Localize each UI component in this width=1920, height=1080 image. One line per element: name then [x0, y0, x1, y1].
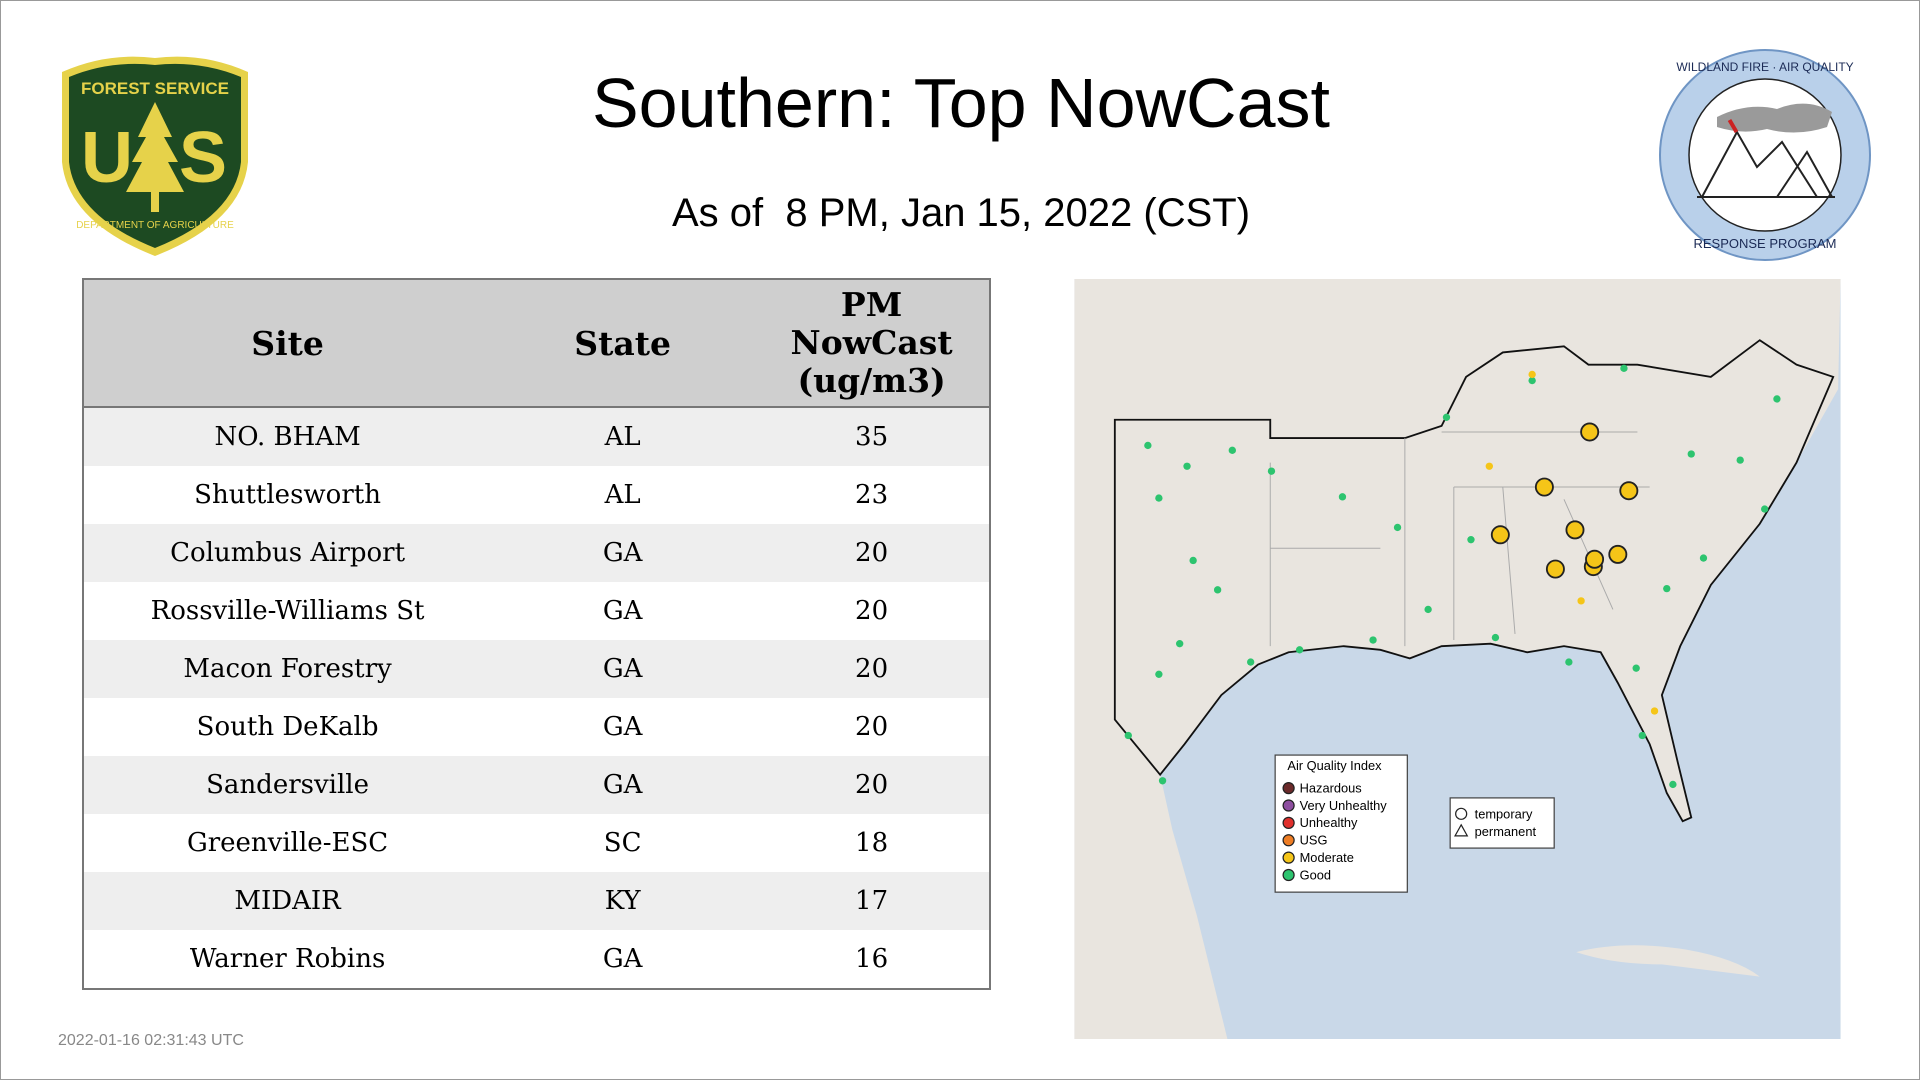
forest-service-logo: FOREST SERVICE U S DEPARTMENT OF AGRICUL… [62, 56, 248, 256]
legend-label: USG [1300, 833, 1328, 848]
legend-label: Moderate [1300, 850, 1354, 865]
table-row: Shuttlesworth AL 23 [83, 466, 990, 524]
table-cell: AL [491, 466, 755, 524]
legend-label: Hazardous [1300, 780, 1362, 795]
table-cell: 18 [754, 814, 990, 872]
logo-text: RESPONSE PROGRAM [1693, 236, 1836, 251]
column-header: Site [83, 279, 492, 408]
table-cell: Macon Forestry [83, 640, 492, 698]
column-header-text: Site [251, 323, 324, 363]
table-cell: 23 [754, 466, 990, 524]
cuba [1576, 945, 1760, 977]
table-cell: NO. BHAM [83, 407, 492, 466]
table-cell: SC [491, 814, 755, 872]
table-cell: GA [491, 640, 755, 698]
site-type-box [1449, 797, 1555, 849]
legend-swatch [1282, 799, 1295, 812]
table-row: NO. BHAM AL 35 [83, 407, 990, 466]
table-cell: 20 [754, 756, 990, 814]
wildland-fire-logo: WILDLAND FIRE · AIR QUALITY RESPONSE PRO… [1659, 49, 1871, 261]
logo-center [1688, 78, 1842, 232]
table-cell: South DeKalb [83, 698, 492, 756]
permanent-symbol [1454, 823, 1469, 837]
table-cell: 20 [754, 524, 990, 582]
table-row: Rossville-Williams St GA 20 [83, 582, 990, 640]
legend-label: Very Unhealthy [1300, 798, 1388, 813]
tree [126, 102, 184, 212]
table-cell: KY [491, 872, 755, 930]
table-cell: 35 [754, 407, 990, 466]
logo-letter: S [179, 118, 227, 198]
legend-box [1274, 754, 1408, 893]
table-cell: MIDAIR [83, 872, 492, 930]
table-row: MIDAIR KY 17 [83, 872, 990, 930]
legend-label: Good [1300, 867, 1331, 882]
legend-swatch [1282, 781, 1295, 795]
table-row: Macon Forestry GA 20 [83, 640, 990, 698]
moderate-sites [1485, 370, 1659, 715]
land [1074, 279, 1841, 1039]
table-cell: GA [491, 582, 755, 640]
table-cell: Greenville-ESC [83, 814, 492, 872]
table-cell: 20 [754, 698, 990, 756]
legend-swatch [1282, 868, 1295, 882]
table-cell: 17 [754, 872, 990, 930]
title: Southern: Top NowCast [591, 64, 1330, 142]
table-cell: Warner Robins [83, 930, 492, 989]
site-type: temporary [1475, 807, 1533, 822]
legend-swatch [1282, 816, 1295, 829]
legend-swatch [1282, 851, 1295, 864]
table-cell: 20 [754, 640, 990, 698]
table-cell: 20 [754, 582, 990, 640]
logo-text: WILDLAND FIRE · AIR QUALITY [1676, 60, 1853, 74]
site-type: permanent [1475, 824, 1537, 839]
smoke [1717, 103, 1832, 133]
timestamp: 2022-01-16 02:31:43 UTC [58, 1032, 244, 1049]
table-cell: Shuttlesworth [83, 466, 492, 524]
good-sites [1124, 364, 1781, 789]
subtitle: As of 8 PM, Jan 15, 2022 (CST) [671, 191, 1251, 235]
legend-swatch [1282, 834, 1295, 847]
table-cell: AL [491, 407, 755, 466]
table-cell: GA [491, 930, 755, 989]
column-header-text: PM NowCast (ug/m3) [790, 285, 953, 400]
table-cell: GA [491, 524, 755, 582]
top-sites [1490, 422, 1639, 579]
table-row: Warner Robins GA 16 [83, 930, 990, 989]
flag [1727, 118, 1739, 134]
table-row: Columbus Airport GA 20 [83, 524, 990, 582]
legend-label: Unhealthy [1300, 815, 1358, 830]
region-outline [1113, 339, 1835, 823]
column-header: PM NowCast (ug/m3) [754, 279, 990, 408]
logo-letter: U [81, 118, 133, 198]
column-header: State [491, 279, 755, 408]
table-cell: Sandersville [83, 756, 492, 814]
table-body: NO. BHAM AL 35 Shuttlesworth AL 23 Columbus Ai… [83, 407, 990, 989]
mountains [1697, 129, 1835, 198]
table-row: Sandersville GA 20 [83, 756, 990, 814]
column-header-text: State [574, 323, 671, 363]
table-cell: GA [491, 698, 755, 756]
temporary-symbol [1455, 807, 1468, 820]
nowcast-table: Site State PM NowCast (ug/m3) NO. BHAM AL… [82, 278, 991, 990]
table-cell: Columbus Airport [83, 524, 492, 582]
logo-text: DEPARTMENT OF AGRICULTURE [76, 220, 234, 231]
table-row: South DeKalb GA 20 [83, 698, 990, 756]
legend-items: Hazardous Very Unhealthy Unhealthy USG Moder… [1282, 780, 1388, 882]
table-cell: GA [491, 756, 755, 814]
table-cell: 16 [754, 930, 990, 989]
legend-title: Air Quality Index [1287, 758, 1382, 773]
logo-text: FOREST SERVICE [81, 79, 229, 98]
table-row: Greenville-ESC SC 18 [83, 814, 990, 872]
header-row: Site State PM NowCast (ug/m3) [83, 279, 990, 408]
map: Air Quality Index Hazardous Very Unhealth… [1074, 279, 1841, 1039]
table-cell: Rossville-Williams St [83, 582, 492, 640]
